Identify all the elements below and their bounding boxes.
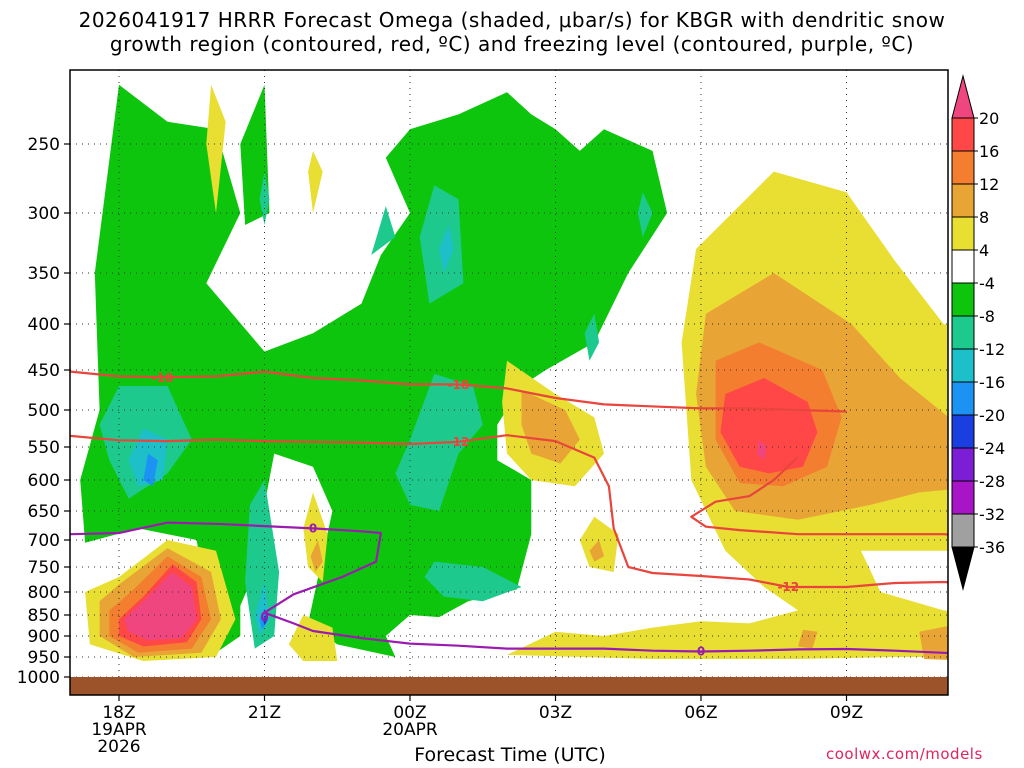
- contour-line--18: [70, 370, 847, 413]
- y-tick-label: 950: [28, 648, 60, 668]
- colorbar-label: -32: [979, 505, 1005, 524]
- contour-label: -12: [777, 580, 799, 594]
- contour-label: -18: [152, 371, 174, 385]
- y-tick-label: 550: [28, 438, 60, 458]
- y-tick-label: 600: [28, 471, 60, 491]
- colorbar-label: -20: [979, 406, 1005, 425]
- colorbar-label: -36: [979, 538, 1005, 557]
- x-tick-label: 03Z: [539, 703, 572, 723]
- chart-title-line2: growth region (contoured, red, ºC) and f…: [109, 32, 915, 56]
- omega-region-4: [206, 84, 226, 213]
- contour-line--12: [690, 456, 948, 536]
- omega-region--4: [80, 84, 668, 658]
- y-tick-label: 500: [28, 401, 60, 421]
- contour-label: 0: [260, 610, 268, 624]
- y-tick-label: 700: [28, 531, 60, 551]
- omega-region--8: [259, 171, 270, 225]
- x-tick-label: 18Z: [102, 703, 135, 723]
- plot-frame: [69, 69, 949, 696]
- omega-region--12: [439, 225, 454, 273]
- omega-region--8: [637, 192, 653, 237]
- colorbar-label: 8: [979, 208, 989, 227]
- colorbar-segment: [951, 249, 975, 284]
- colorbar-label: 16: [979, 142, 999, 161]
- y-tick-label: 800: [28, 583, 60, 603]
- y-tick-label: 900: [28, 627, 60, 647]
- omega-region--16: [143, 453, 158, 487]
- colorbar-segment: [951, 414, 975, 449]
- colorbar-segment: [951, 282, 975, 317]
- colorbar-segment: [951, 150, 975, 185]
- colorbar-label: -28: [979, 472, 1005, 491]
- colorbar-label: -8: [979, 307, 995, 326]
- y-tick-label: 650: [28, 502, 60, 522]
- x-tick-label: 00Z: [393, 703, 426, 723]
- colorbar-segment: [951, 117, 975, 152]
- omega-region-4: [308, 150, 323, 213]
- x-tick-label: 09Z: [830, 703, 863, 723]
- y-tick-label: 400: [28, 315, 60, 335]
- y-tick-label: 450: [28, 361, 60, 381]
- x-tick-label: 21Z: [248, 703, 281, 723]
- colorbar-label: 20: [979, 109, 999, 128]
- omega-region--8: [245, 480, 280, 649]
- x-tick-year: 2026: [97, 737, 140, 757]
- omega-region--8: [424, 561, 522, 602]
- omega-region-16: [720, 378, 818, 474]
- colorbar-label: -12: [979, 340, 1005, 359]
- colorbar-segment: [951, 513, 975, 548]
- contour-label: -18: [448, 378, 470, 392]
- omega-region-20: [123, 572, 197, 641]
- colorbar-label: 4: [979, 241, 989, 260]
- y-tick-label: 850: [28, 606, 60, 626]
- y-tick-label: 350: [28, 264, 60, 284]
- colorbar-label: 12: [979, 175, 999, 194]
- colorbar-segment: [951, 183, 975, 218]
- contour-label: -12: [448, 435, 470, 449]
- chart-title-line1: 2026041917 HRRR Forecast Omega (shaded, …: [78, 8, 946, 32]
- omega-region--8: [584, 313, 600, 361]
- omega-region--8: [371, 206, 396, 255]
- colorbar-segment: [951, 315, 975, 350]
- contour-line-0: [70, 521, 948, 655]
- x-tick-label: 06Z: [684, 703, 717, 723]
- y-tick-label: 1000: [17, 668, 60, 688]
- colorbar-segment: [951, 216, 975, 251]
- contour-label: 0: [309, 521, 317, 535]
- colorbar-segment: [951, 480, 975, 515]
- y-tick-label: 750: [28, 558, 60, 578]
- colorbar-label: -16: [979, 373, 1005, 392]
- colorbar-segment: [951, 447, 975, 482]
- contour-line--12: [70, 434, 948, 589]
- contour-label: 0: [697, 645, 705, 659]
- omega-region-8: [310, 540, 323, 572]
- omega-region-8: [798, 629, 818, 649]
- x-tick-date: 19APR: [91, 720, 147, 740]
- colorbar-bottom-arrow: [951, 546, 975, 591]
- colorbar-label: -24: [979, 439, 1005, 458]
- y-tick-label: 250: [28, 135, 60, 155]
- colorbar: 20 16 12 8 4 -4 -8 -12 -16 -20 -24 -28 -32 -36: [951, 74, 1005, 591]
- colorbar-label: -4: [979, 274, 995, 293]
- omega-region-20: [756, 439, 767, 461]
- credit-text: coolwx.com/models: [826, 745, 983, 763]
- x-axis-label: Forecast Time (UTC): [414, 744, 606, 766]
- colorbar-segment: [951, 381, 975, 416]
- colorbar-segment: [951, 348, 975, 383]
- y-tick-label: 300: [28, 204, 60, 224]
- x-tick-date: 20APR: [382, 720, 438, 740]
- omega-region-8: [589, 540, 604, 562]
- ground-bar: [70, 677, 948, 695]
- colorbar-top-arrow: [951, 74, 975, 119]
